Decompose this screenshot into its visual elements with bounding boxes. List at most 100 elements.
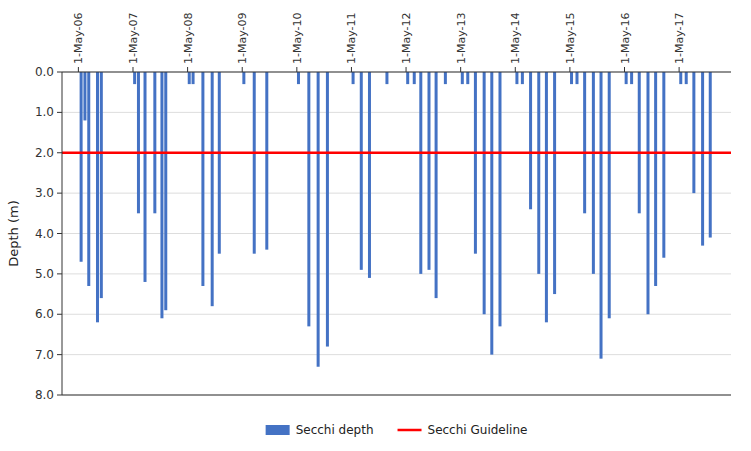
guideline [62, 152, 731, 155]
x-tick [351, 67, 352, 72]
bar [253, 72, 256, 254]
x-axis-line [62, 72, 731, 73]
y-tick-label: 2.0 [35, 146, 54, 160]
bar [583, 72, 586, 213]
bar [133, 72, 136, 84]
bar [474, 72, 477, 254]
bottom-axis-line [62, 395, 731, 396]
bar [685, 72, 688, 84]
bar [83, 72, 86, 120]
y-tick-label: 7.0 [35, 348, 54, 362]
bar [521, 72, 524, 84]
bar [435, 72, 438, 298]
bar [153, 72, 156, 213]
bar [701, 72, 704, 246]
bar [242, 72, 245, 84]
bar [265, 72, 268, 250]
bar [529, 72, 532, 209]
y-tick [57, 193, 62, 194]
bar [164, 72, 167, 310]
legend-label: Secchi depth [296, 423, 374, 437]
bar [592, 72, 595, 274]
x-tick-label: 1-May-14 [509, 13, 522, 64]
y-tick [57, 273, 62, 274]
x-tick [132, 67, 133, 72]
x-tick [679, 67, 680, 72]
bar [80, 72, 83, 262]
bar [466, 72, 469, 84]
bar [144, 72, 147, 282]
y-tick-label: 0.0 [35, 65, 54, 79]
bar [692, 72, 695, 193]
bar [360, 72, 363, 270]
x-tick [296, 67, 297, 72]
bar [575, 72, 578, 84]
bar [625, 72, 628, 84]
bar [638, 72, 641, 213]
x-tick [515, 67, 516, 72]
grid-line [62, 354, 731, 355]
x-tick [78, 67, 79, 72]
grid-line [62, 72, 731, 73]
bar [654, 72, 657, 286]
bar [211, 72, 214, 306]
grid-line [62, 152, 731, 153]
x-tick [569, 67, 570, 72]
plot-area [62, 72, 731, 367]
bar [87, 72, 90, 286]
bar [317, 72, 320, 367]
bar [406, 72, 409, 84]
bar [537, 72, 540, 274]
x-tick-label: 1-May-11 [345, 13, 358, 64]
bar [709, 72, 712, 238]
bar [545, 72, 548, 322]
bar [192, 72, 195, 84]
y-tick-label: 1.0 [35, 105, 54, 119]
x-tick-label: 1-May-07 [127, 13, 140, 64]
y-tick-label: 3.0 [35, 186, 54, 200]
grid-line [62, 395, 731, 396]
bar [444, 72, 447, 84]
y-tick [57, 354, 62, 355]
x-tick-label: 1-May-09 [236, 13, 249, 64]
y-tick [57, 314, 62, 315]
legend-swatch [398, 429, 422, 432]
bar [570, 72, 573, 84]
bar [662, 72, 665, 258]
legend: Secchi depth Secchi Guideline [266, 423, 528, 437]
x-tick-label: 1-May-16 [619, 13, 632, 64]
x-tick [406, 67, 407, 72]
grid [62, 72, 731, 395]
bar [201, 72, 204, 286]
x-tick-label: 1-May-06 [72, 13, 85, 64]
bar [461, 72, 464, 84]
bar [427, 72, 430, 270]
x-tick-label: 1-May-12 [400, 13, 413, 64]
x-tick-label: 1-May-10 [291, 13, 304, 64]
x-tick-label: 1-May-17 [673, 13, 686, 64]
bar [419, 72, 422, 274]
bar [368, 72, 371, 278]
x-tick [242, 67, 243, 72]
y-tick-label: 5.0 [35, 267, 54, 281]
bar [297, 72, 300, 84]
bar [483, 72, 486, 314]
legend-label: Secchi Guideline [428, 423, 528, 437]
bar [326, 72, 329, 347]
bar [553, 72, 556, 294]
y-tick [57, 72, 62, 73]
y-tick-label: 4.0 [35, 227, 54, 241]
x-tick [624, 67, 625, 72]
x-tick [187, 67, 188, 72]
bar [96, 72, 99, 322]
x-tick [460, 67, 461, 72]
y-tick [57, 152, 62, 153]
y-tick [57, 112, 62, 113]
bar [498, 72, 501, 326]
x-tick-label: 1-May-15 [564, 13, 577, 64]
y-tick-label: 6.0 [35, 307, 54, 321]
chart: 0.01.02.03.04.05.06.07.08.01-May-061-May… [0, 0, 751, 451]
bar [137, 72, 140, 213]
bar [352, 72, 355, 84]
y-axis-label: Depth (m) [6, 200, 21, 267]
